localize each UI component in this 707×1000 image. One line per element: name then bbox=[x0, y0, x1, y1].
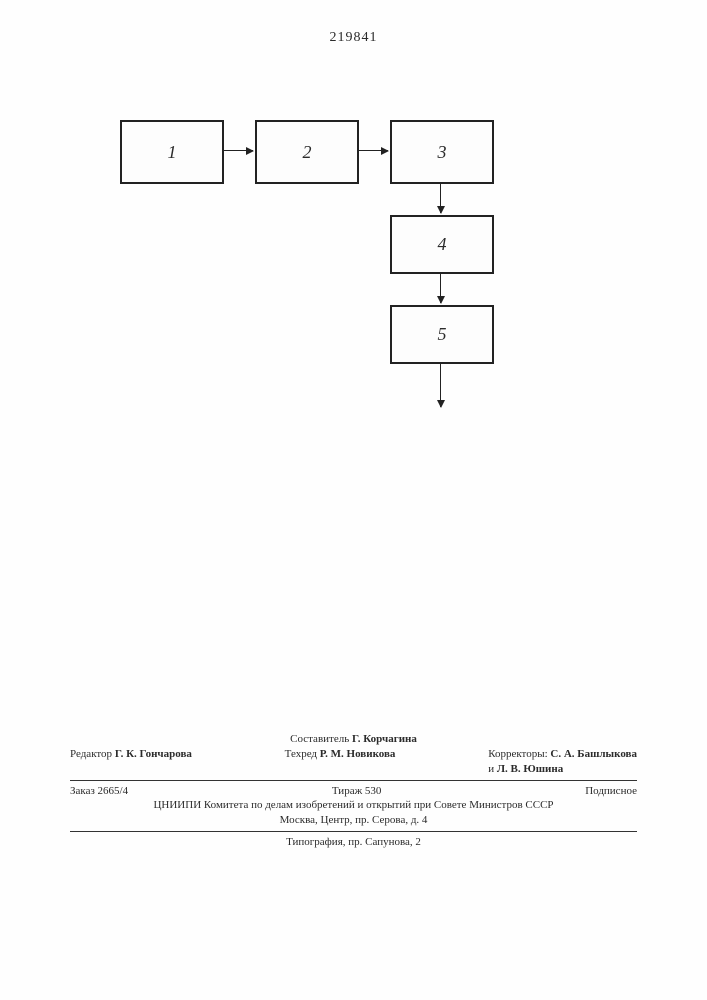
techred-name: Р. М. Новикова bbox=[320, 748, 396, 760]
typography-line: Типография, пр. Сапунова, 2 bbox=[70, 835, 637, 850]
corrector-and: и bbox=[488, 763, 494, 775]
node-2: 2 bbox=[255, 120, 359, 184]
correctors-label: Корректоры: bbox=[488, 748, 547, 760]
order-number: Заказ 2665/4 bbox=[70, 784, 128, 799]
techred-col: Техред Р. М. Новикова bbox=[285, 747, 396, 777]
node-4: 4 bbox=[390, 215, 494, 274]
committee-line2: Москва, Центр, пр. Серова, д. 4 bbox=[70, 813, 637, 828]
page: 219841 1 2 3 4 5 Составитель Г. Корчагин… bbox=[0, 0, 707, 1000]
footer-credits: Составитель Г. Корчагина Редактор Г. К. … bbox=[70, 732, 637, 850]
node-5-label: 5 bbox=[438, 324, 447, 345]
node-1: 1 bbox=[120, 120, 224, 184]
patent-number: 219841 bbox=[0, 30, 707, 46]
editor-name: Г. К. Гончарова bbox=[115, 748, 192, 760]
node-1-label: 1 bbox=[168, 142, 177, 163]
edge-5-out bbox=[440, 362, 441, 407]
corrector2-name: Л. В. Юшина bbox=[497, 763, 563, 775]
rule-1 bbox=[70, 780, 637, 781]
compiler-name: Г. Корчагина bbox=[352, 733, 417, 745]
compiler-line: Составитель Г. Корчагина bbox=[70, 732, 637, 747]
node-5: 5 bbox=[390, 305, 494, 364]
editor-label: Редактор bbox=[70, 748, 112, 760]
edge-3-4 bbox=[440, 182, 441, 213]
subscription: Подписное bbox=[585, 784, 637, 799]
editor-col: Редактор Г. К. Гончарова bbox=[70, 747, 192, 777]
node-3: 3 bbox=[390, 120, 494, 184]
corrector1-name: С. А. Башлыкова bbox=[550, 748, 637, 760]
edge-1-2 bbox=[222, 150, 253, 151]
node-2-label: 2 bbox=[303, 142, 312, 163]
block-diagram: 1 2 3 4 5 bbox=[120, 120, 590, 430]
techred-label: Техред bbox=[285, 748, 317, 760]
node-3-label: 3 bbox=[438, 142, 447, 163]
edge-4-5 bbox=[440, 272, 441, 303]
credit-row-order: Заказ 2665/4 Тираж 530 Подписное bbox=[70, 784, 637, 799]
rule-2 bbox=[70, 831, 637, 832]
committee-line1: ЦНИИПИ Комитета по делам изобретений и о… bbox=[70, 798, 637, 813]
edge-2-3 bbox=[357, 150, 388, 151]
credit-row-roles: Редактор Г. К. Гончарова Техред Р. М. Но… bbox=[70, 747, 637, 777]
correctors-col: Корректоры: С. А. Башлыкова и Л. В. Юшин… bbox=[488, 747, 637, 777]
compiler-label: Составитель bbox=[290, 733, 349, 745]
tirage: Тираж 530 bbox=[332, 784, 382, 799]
node-4-label: 4 bbox=[438, 234, 447, 255]
